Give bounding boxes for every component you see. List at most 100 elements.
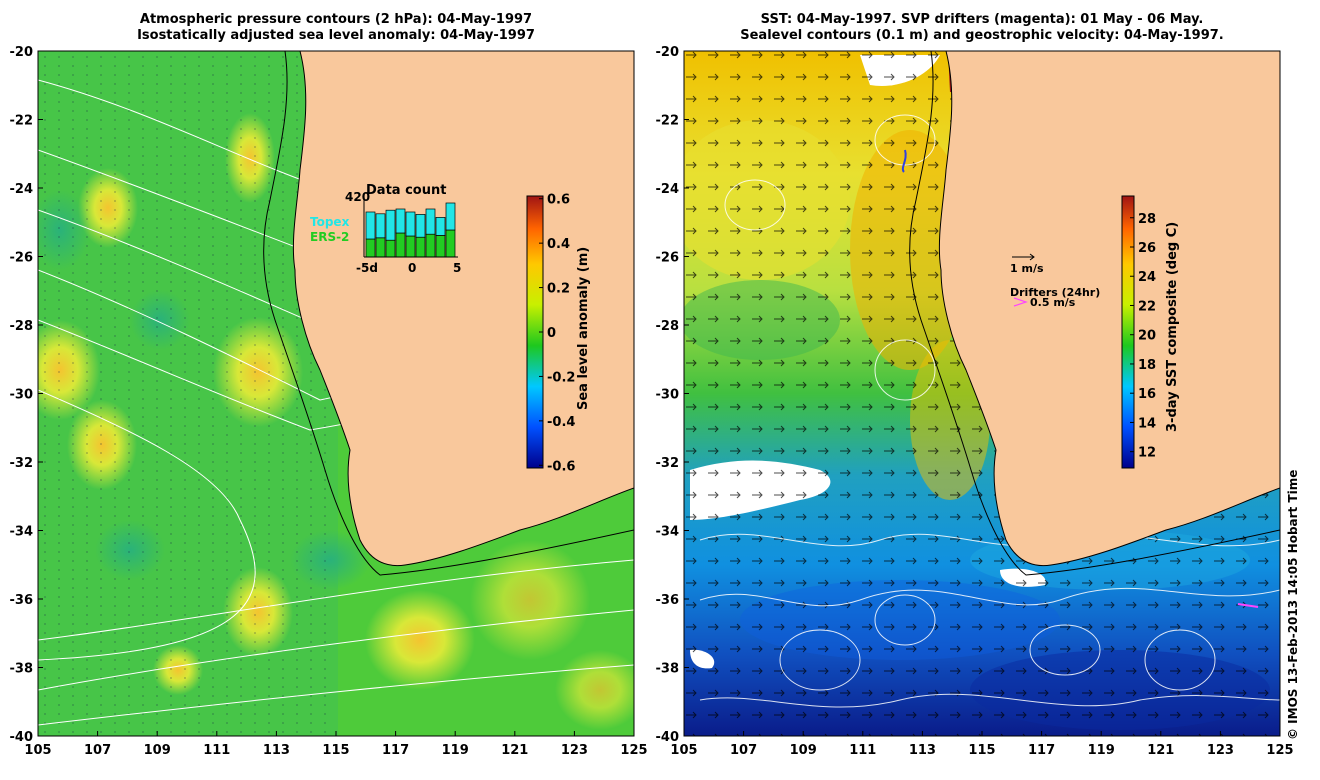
longitude-tick-label: 105 bbox=[24, 743, 51, 758]
topex-count-bar bbox=[435, 217, 446, 236]
longitude-tick-label: 125 bbox=[620, 743, 647, 758]
latitude-tick-label: -28 bbox=[10, 319, 34, 334]
colorbar-tick-label: 0.2 bbox=[547, 282, 570, 297]
drifter-track bbox=[1237, 603, 1259, 608]
latitude-tick-label: -40 bbox=[10, 730, 34, 745]
topex-count-bar bbox=[365, 211, 376, 240]
right-title-line1: SST: 04-May-1997. SVP drifters (magenta)… bbox=[760, 12, 1204, 27]
latitude-tick-label: -26 bbox=[10, 251, 34, 266]
colorbar-tick-label: 16 bbox=[1138, 387, 1156, 402]
longitude-tick-label: 115 bbox=[322, 743, 349, 758]
latitude-tick-label: -30 bbox=[656, 388, 680, 403]
inset-xlabel-end: 5 bbox=[453, 261, 461, 275]
ers2-count-bar bbox=[385, 239, 396, 258]
drifter-track bbox=[901, 149, 907, 173]
latitude-tick-label: -38 bbox=[656, 662, 680, 677]
copyright-credit: © IMOS 13-Feb-2013 14:05 Hobart Time bbox=[1286, 469, 1300, 740]
latitude-tick-label: -32 bbox=[10, 456, 34, 471]
latitude-tick-label: -20 bbox=[656, 45, 680, 60]
left-colorbar: 0.6 0.4 0.2 0 -0.2 -0.4 -0.6 Sea level anomaly… bbox=[526, 193, 591, 474]
latitude-tick-label: -20 bbox=[10, 45, 34, 60]
australia-landmass bbox=[292, 51, 634, 567]
inset-xlabel-mid: 0 bbox=[408, 261, 416, 275]
ers2-count-bar bbox=[395, 232, 406, 258]
colorbar-tick-label: 28 bbox=[1138, 212, 1156, 227]
shelf-break-contour bbox=[263, 51, 634, 576]
topex-count-bar bbox=[395, 208, 406, 234]
colorbar-tick-label: 12 bbox=[1138, 446, 1156, 461]
legend-ers2: ERS-2 bbox=[310, 230, 349, 244]
longitude-tick-label: 125 bbox=[1266, 743, 1293, 758]
left-map-title: Atmospheric pressure contours (2 hPa): 0… bbox=[38, 12, 634, 44]
legend-topex: Topex bbox=[310, 215, 350, 229]
longitude-tick-label: 109 bbox=[144, 743, 171, 758]
inset-bars bbox=[365, 202, 456, 258]
data-count-inset: 420 Data count Topex ERS-2 -5d 0 5 bbox=[310, 183, 461, 275]
longitude-tick-label: 119 bbox=[1088, 743, 1115, 758]
latitude-tick-label: -22 bbox=[656, 114, 680, 129]
latitude-tick-label: -26 bbox=[656, 251, 680, 266]
colorbar-tick-label: 24 bbox=[1138, 270, 1156, 285]
longitude-tick-label: 107 bbox=[84, 743, 111, 758]
longitude-tick-label: 121 bbox=[1147, 743, 1174, 758]
right-title-line2: Sealevel contours (0.1 m) and geostrophi… bbox=[740, 28, 1224, 43]
longitude-tick-label: 111 bbox=[203, 743, 230, 758]
colorbar-tick-label: 20 bbox=[1138, 329, 1156, 344]
latitude-tick-label: -32 bbox=[656, 456, 680, 471]
drifter-legend-title: Drifters (24hr) bbox=[1010, 286, 1100, 299]
colorbar-tick-label: -0.4 bbox=[547, 415, 575, 430]
topex-count-bar bbox=[385, 209, 396, 241]
topex-count-bar bbox=[375, 213, 386, 239]
velocity-legend: 1 m/s Drifters (24hr) 0.5 m/s bbox=[1010, 253, 1100, 309]
colorbar-tick-label: 26 bbox=[1138, 241, 1156, 256]
latitude-tick-label: -30 bbox=[10, 388, 34, 403]
left-map bbox=[38, 51, 634, 736]
latitude-tick-label: -38 bbox=[10, 662, 34, 677]
colorbar-tick-label: -0.6 bbox=[547, 459, 575, 474]
ers2-count-bar bbox=[415, 236, 426, 258]
ers2-count-bar bbox=[445, 229, 456, 258]
ers2-count-bar bbox=[375, 237, 386, 258]
ers2-count-bar bbox=[425, 233, 436, 258]
ers2-count-bar bbox=[435, 235, 446, 258]
longitude-tick-label: 105 bbox=[670, 743, 697, 758]
topex-count-bar bbox=[445, 202, 456, 231]
longitude-tick-label: 111 bbox=[849, 743, 876, 758]
longitude-tick-label: 123 bbox=[1207, 743, 1234, 758]
left-colorbar-label: Sea level anomaly (m) bbox=[576, 247, 591, 410]
inset-title: Data count bbox=[366, 183, 446, 198]
longitude-tick-label: 107 bbox=[730, 743, 757, 758]
anomaly-high-blob bbox=[365, 590, 475, 690]
shelf-break-contour bbox=[909, 51, 1280, 576]
velocity-scale-arrow bbox=[1012, 253, 1035, 261]
longitude-tick-label: 113 bbox=[909, 743, 936, 758]
latitude-tick-label: -34 bbox=[656, 525, 680, 540]
latitude-tick-label: -40 bbox=[656, 730, 680, 745]
ers2-count-bar bbox=[365, 238, 376, 258]
left-title-line2: Isostatically adjusted sea level anomaly… bbox=[137, 28, 535, 43]
latitude-tick-label: -24 bbox=[656, 182, 680, 197]
longitude-tick-label: 117 bbox=[1028, 743, 1055, 758]
right-colorbar-label: 3-day SST composite (deg C) bbox=[1165, 222, 1180, 432]
latitude-tick-label: -28 bbox=[656, 319, 680, 334]
drifter-legend-arrow bbox=[1013, 297, 1028, 307]
colorbar-tick-label: 0.4 bbox=[547, 237, 570, 252]
latitude-tick-label: -22 bbox=[10, 114, 34, 129]
colorbar-tick-label: -0.2 bbox=[547, 370, 575, 385]
longitude-tick-label: 121 bbox=[501, 743, 528, 758]
topex-count-bar bbox=[415, 214, 426, 238]
inset-xlabel-start: -5d bbox=[356, 261, 378, 275]
longitude-tick-label: 117 bbox=[382, 743, 409, 758]
longitude-tick-label: 119 bbox=[442, 743, 469, 758]
topex-count-bar bbox=[405, 211, 416, 237]
velocity-scale-label: 1 m/s bbox=[1010, 262, 1044, 275]
latitude-tick-label: -24 bbox=[10, 182, 34, 197]
longitude-tick-label: 123 bbox=[561, 743, 588, 758]
longitude-tick-label: 109 bbox=[790, 743, 817, 758]
right-map-title: SST: 04-May-1997. SVP drifters (magenta)… bbox=[684, 12, 1280, 44]
colorbar-tick-label: 0 bbox=[547, 326, 556, 341]
ers2-count-bar bbox=[405, 235, 416, 258]
longitude-tick-label: 115 bbox=[968, 743, 995, 758]
